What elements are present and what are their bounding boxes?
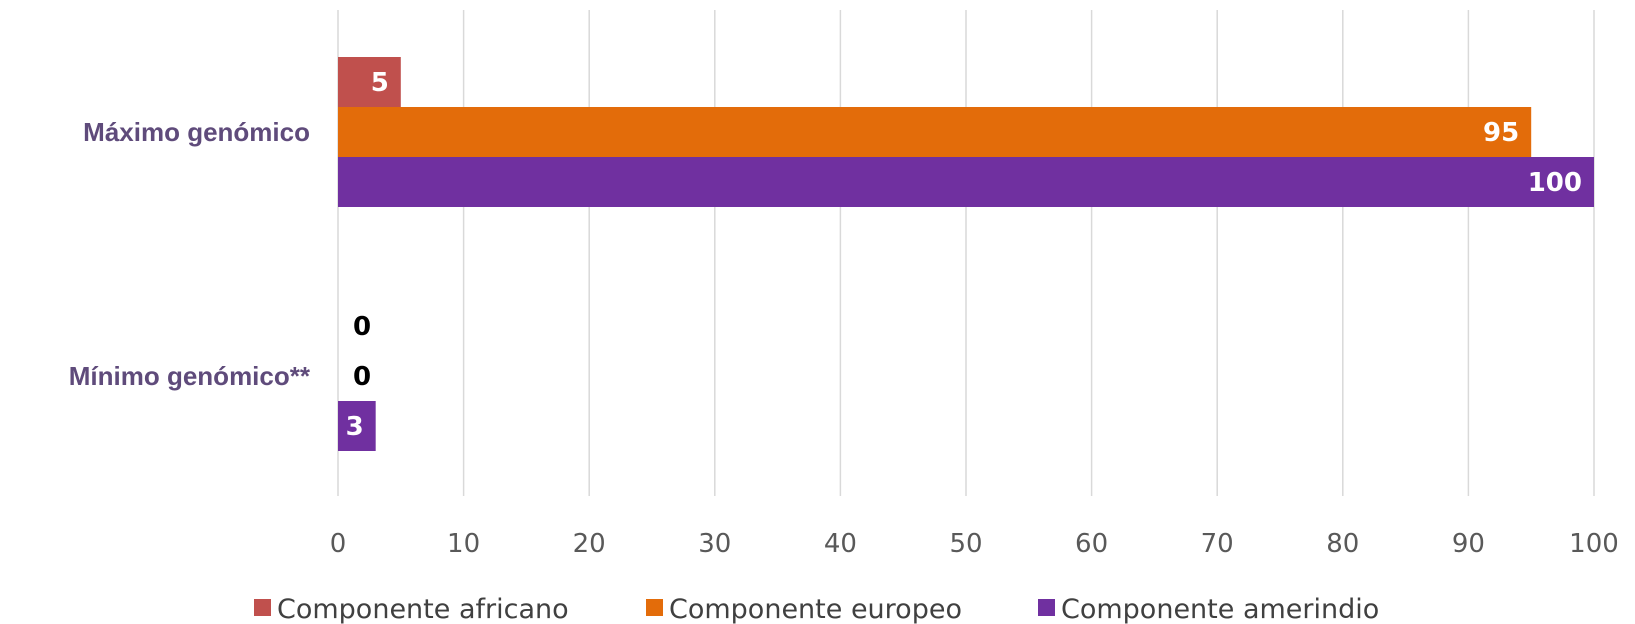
category-label: Mínimo genómico** xyxy=(69,361,311,391)
x-tick-label: 10 xyxy=(447,529,480,559)
category-label: Máximo genómico xyxy=(83,117,310,147)
gridlines xyxy=(337,10,1595,496)
legend-swatch xyxy=(646,599,663,616)
bar-value-label: 0 xyxy=(353,312,371,342)
legend-swatch xyxy=(1038,599,1055,616)
bar-value-label: 0 xyxy=(353,362,371,392)
bar xyxy=(338,157,1594,207)
x-axis-tick-labels: 0 10 20 30 40 50 60 70 80 90 100 xyxy=(330,529,1619,559)
legend-label: Componente amerindio xyxy=(1061,594,1379,624)
category-labels: Máximo genómico Mínimo genómico** xyxy=(69,117,311,391)
x-tick-label: 100 xyxy=(1569,529,1619,559)
x-tick-label: 90 xyxy=(1452,529,1485,559)
legend-label: Componente africano xyxy=(277,594,569,624)
legend-swatch xyxy=(254,599,271,616)
x-tick-label: 70 xyxy=(1201,529,1234,559)
x-tick-label: 50 xyxy=(949,529,982,559)
bar xyxy=(338,57,401,107)
bars xyxy=(338,57,1594,451)
bar xyxy=(338,401,376,451)
x-tick-label: 30 xyxy=(698,529,731,559)
x-tick-label: 20 xyxy=(573,529,606,559)
bar-value-label: 100 xyxy=(1528,168,1582,198)
x-tick-label: 80 xyxy=(1326,529,1359,559)
bar-value-label: 5 xyxy=(371,68,389,98)
x-tick-label: 60 xyxy=(1075,529,1108,559)
legend: Componente africano Componente europeo Com… xyxy=(254,594,1379,624)
x-tick-label: 40 xyxy=(824,529,857,559)
bar-value-label: 95 xyxy=(1483,118,1519,148)
legend-label: Componente europeo xyxy=(669,594,962,624)
bar xyxy=(338,107,1532,157)
x-tick-label: 0 xyxy=(330,529,347,559)
data-labels: 5 95 100 0 0 3 xyxy=(346,68,1582,442)
bar-value-label: 3 xyxy=(346,412,364,442)
